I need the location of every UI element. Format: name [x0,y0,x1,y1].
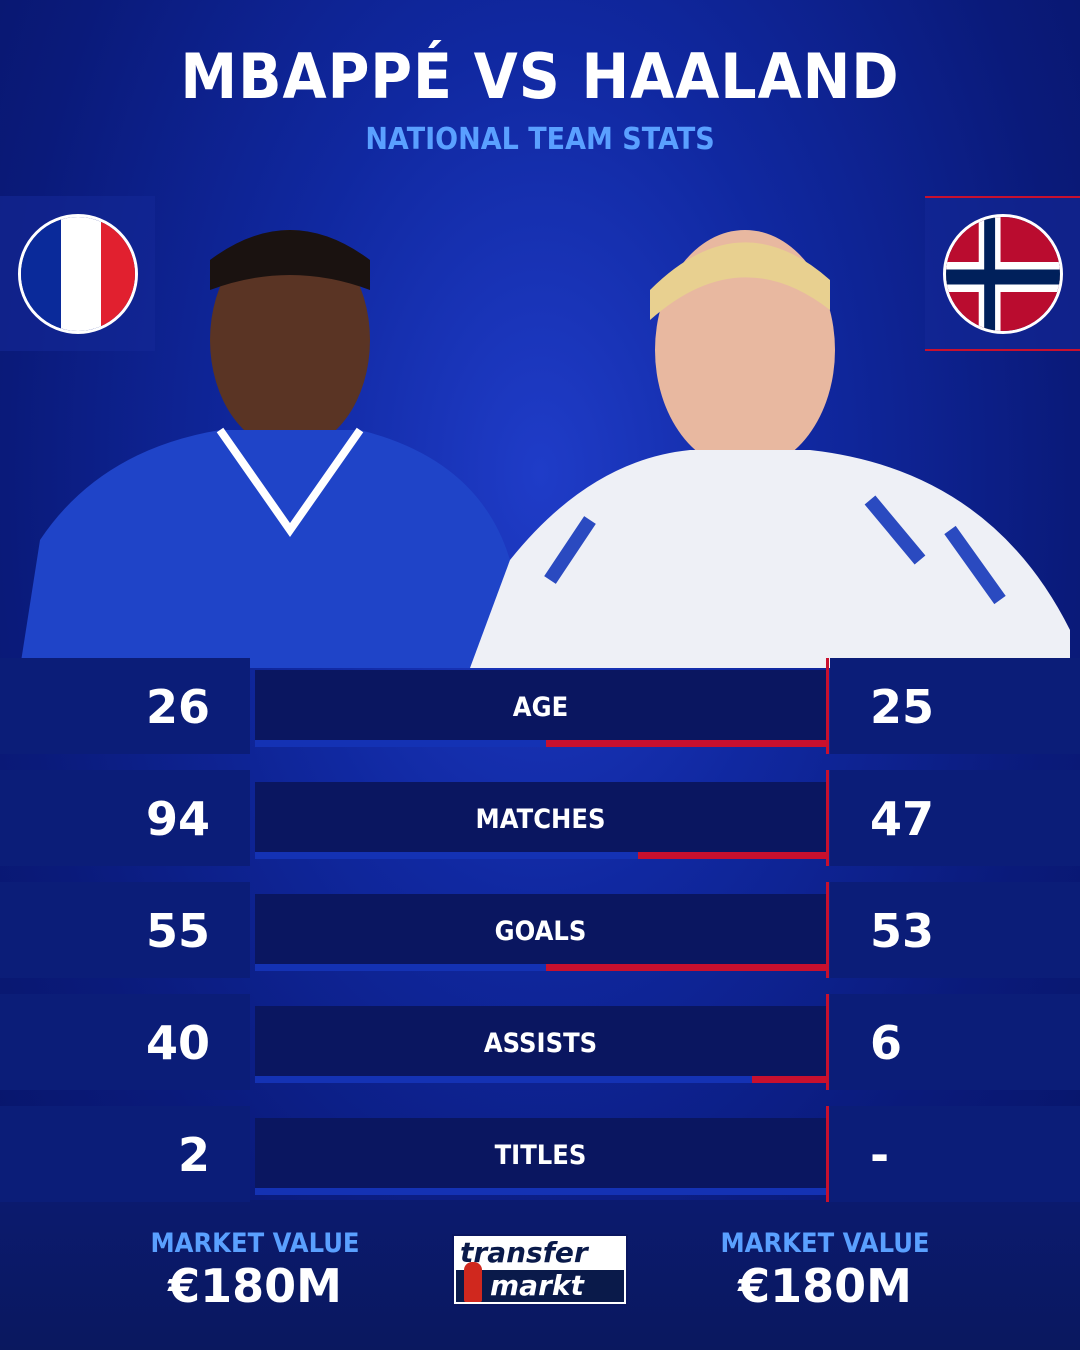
stat-label-box: MATCHES [255,782,826,854]
stat-label-box: GOALS [255,894,826,966]
stat-label: MATCHES [475,804,606,835]
logo-line1: transfer [460,1236,588,1269]
right-market-value: MARKET VALUE €180M [675,1228,975,1313]
left-market-value: MARKET VALUE €180M [105,1228,405,1313]
stat-row: 40 ASSISTS 6 [0,994,1080,1090]
stat-label-box: ASSISTS [255,1006,826,1078]
page-subtitle: NATIONAL TEAM STATS [365,122,715,157]
norway-flag-icon [942,213,1063,334]
stat-row: 26 AGE 25 [0,658,1080,754]
left-market-value-amount: €180M [168,1259,342,1313]
right-stat-value: 25 [870,680,935,734]
left-share-fill [255,964,547,971]
right-stat-value: 53 [870,904,935,958]
left-share-fill [255,852,638,859]
left-stat-value: 55 [145,904,210,958]
stat-row: 94 MATCHES 47 [0,770,1080,866]
left-flag-box [0,196,155,351]
left-value-box: 94 [0,770,250,866]
stat-row: 55 GOALS 53 [0,882,1080,978]
right-value-box: 6 [830,994,1080,1090]
divider-line [826,882,829,978]
right-market-value-amount: €180M [738,1259,912,1313]
right-value-box: 53 [830,882,1080,978]
logo-band [456,1270,624,1302]
comparison-bar [255,1188,826,1195]
stat-label-box: TITLES [255,1118,826,1190]
right-value-box: - [830,1106,1080,1202]
right-value-box: 47 [830,770,1080,866]
page-title: MBAPPÉ VS HAALAND [180,40,900,113]
right-stat-value: - [870,1128,890,1182]
stat-label-box: AGE [255,670,826,742]
left-stat-value: 94 [145,792,210,846]
left-stat-value: 26 [145,680,210,734]
divider-line [826,994,829,1090]
left-share-fill [255,740,547,747]
comparison-bar [255,964,826,971]
left-value-box: 2 [0,1106,250,1202]
left-value-box: 26 [0,658,250,754]
player-figure-icon [464,1262,482,1302]
right-value-box: 25 [830,658,1080,754]
left-value-box: 40 [0,994,250,1090]
left-stat-value: 40 [145,1016,210,1070]
mbappe-photo [20,200,510,668]
left-value-box: 55 [0,882,250,978]
stat-row: 2 TITLES - [0,1106,1080,1202]
right-stat-value: 47 [870,792,935,846]
stat-label: ASSISTS [483,1028,598,1059]
divider-line [826,770,829,866]
divider-line [826,658,829,754]
right-stat-value: 6 [870,1016,903,1070]
stat-label: AGE [512,692,569,723]
left-market-value-label: MARKET VALUE [150,1228,360,1259]
logo-line2: markt [490,1269,584,1302]
transfermarkt-logo: transfer markt [452,1234,628,1306]
stat-label: TITLES [494,1140,587,1171]
left-share-fill [255,1188,826,1195]
haaland-photo [470,200,1070,668]
left-share-fill [255,1076,752,1083]
stat-label: GOALS [494,916,587,947]
comparison-bar [255,852,826,859]
divider-line [826,1106,829,1202]
comparison-bar [255,740,826,747]
comparison-bar [255,1076,826,1083]
right-flag-box [925,196,1080,351]
left-stat-value: 2 [177,1128,210,1182]
right-market-value-label: MARKET VALUE [720,1228,930,1259]
